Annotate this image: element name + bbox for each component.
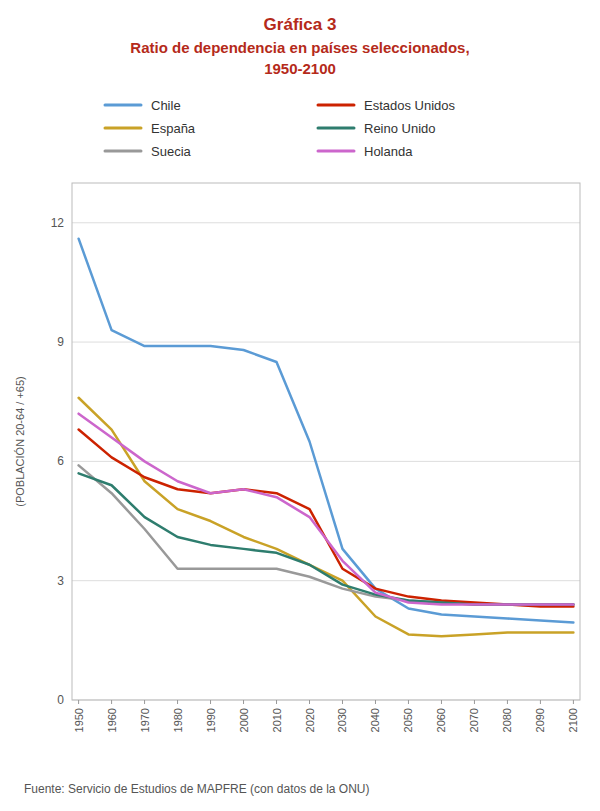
x-tick-label: 2020 (304, 708, 316, 732)
series-line (79, 239, 574, 623)
legend: Chile España Suecia Estados Unidos Reino Uni… (105, 98, 456, 159)
x-tick (408, 700, 409, 704)
grid-line (72, 461, 580, 462)
x-tick-label: 2040 (369, 708, 381, 732)
legend-label: Reino Unido (364, 121, 436, 136)
axes: 0 3 6 9 12 1950 1960 1970 1980 1990 2000 2010 2020 20… (14, 183, 580, 732)
x-tick-label: 2060 (435, 708, 447, 732)
legend-label: Estados Unidos (364, 98, 456, 113)
legend-swatch (105, 127, 141, 130)
x-tick (177, 700, 178, 704)
grid-line (72, 342, 580, 343)
x-tick (144, 700, 145, 704)
legend-label: España (151, 121, 196, 136)
x-tick-label: 2100 (567, 708, 579, 732)
x-tick-label: 2090 (534, 708, 546, 732)
x-tick-label: 1960 (106, 708, 118, 732)
x-tick (276, 700, 277, 704)
x-tick (342, 700, 343, 704)
y-tick-label: 3 (57, 574, 64, 588)
x-tick-label: 1980 (172, 708, 184, 732)
series-line (79, 465, 574, 604)
x-tick (573, 700, 574, 704)
x-tick-label: 1990 (205, 708, 217, 732)
x-tick-label: 2030 (336, 708, 348, 732)
legend-label: Chile (151, 98, 181, 113)
grid-line (72, 222, 580, 223)
x-tick (441, 700, 442, 704)
x-tick (111, 700, 112, 704)
y-tick-label: 0 (57, 693, 64, 707)
plot-frame (72, 183, 580, 700)
y-tick-label: 6 (57, 454, 64, 468)
x-tick (375, 700, 376, 704)
chart-svg: Gráfica 3 Ratio de dependencia en países … (0, 0, 600, 811)
x-tick-label: 2010 (271, 708, 283, 732)
chart-subtitle: Ratio de dependencia en países seleccion… (130, 39, 469, 56)
x-tick-label: 2080 (501, 708, 513, 732)
legend-swatch (318, 104, 354, 107)
legend-swatch (105, 150, 141, 153)
y-tick-label: 12 (51, 216, 65, 230)
x-tick-label: 1950 (73, 708, 85, 732)
legend-swatch (105, 104, 141, 107)
series-line (79, 398, 574, 637)
x-tick (78, 700, 79, 704)
chart-container: Gráfica 3 Ratio de dependencia en países … (0, 0, 600, 811)
source-note: Fuente: Servicio de Estudios de MAPFRE (… (24, 782, 370, 796)
x-tick (243, 700, 244, 704)
series-line (79, 430, 574, 607)
legend-swatch (318, 127, 354, 130)
series-lines (79, 239, 574, 637)
y-axis-label: (POBLACIÓN 20-64 / +65) (14, 376, 26, 507)
x-tick-label: 2070 (468, 708, 480, 732)
y-tick-label: 9 (57, 335, 64, 349)
grid-line (72, 580, 580, 581)
x-tick (540, 700, 541, 704)
x-tick (210, 700, 211, 704)
x-tick (474, 700, 475, 704)
series-line (79, 414, 574, 605)
chart-title: Gráfica 3 (264, 15, 337, 34)
x-tick-label: 2050 (402, 708, 414, 732)
legend-swatch (318, 150, 354, 153)
x-tick (309, 700, 310, 704)
legend-label: Suecia (151, 144, 192, 159)
x-tick-label: 2000 (238, 708, 250, 732)
legend-label: Holanda (364, 144, 413, 159)
x-tick (507, 700, 508, 704)
chart-subtitle: 1950-2100 (264, 60, 336, 77)
x-tick-label: 1970 (139, 708, 151, 732)
